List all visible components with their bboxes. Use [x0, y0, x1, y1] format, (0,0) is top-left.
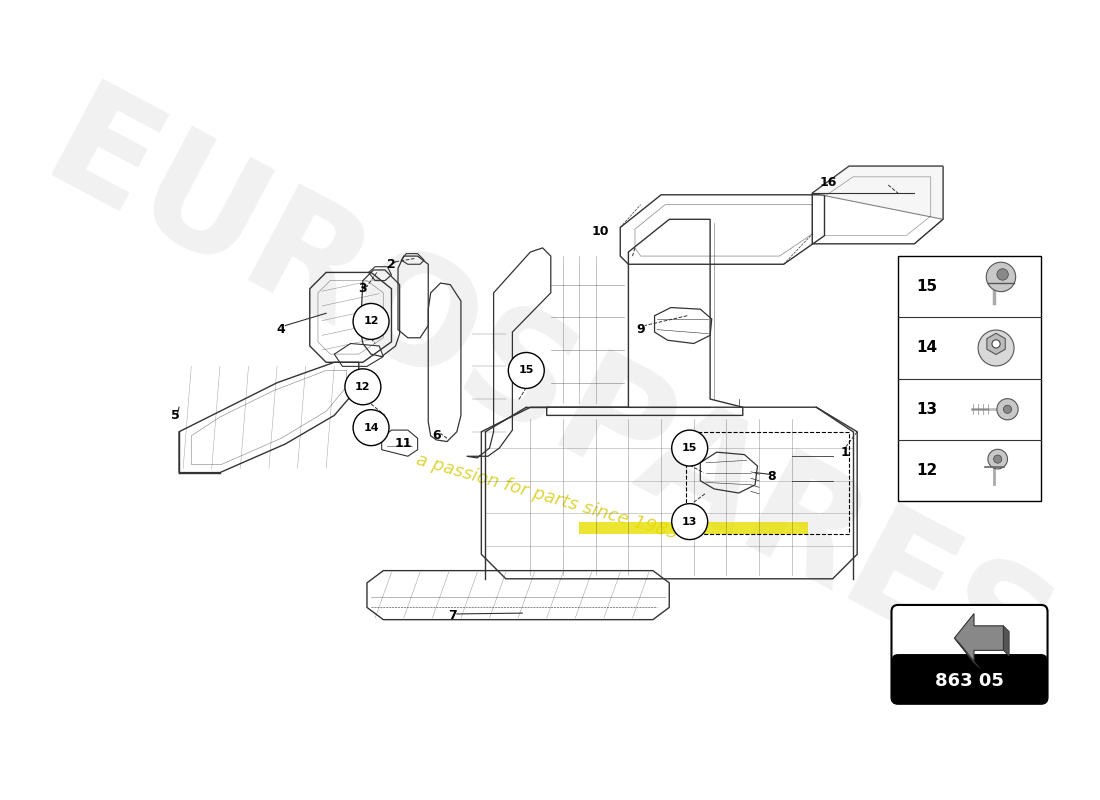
- Text: 3: 3: [359, 282, 367, 295]
- Bar: [898, 665, 1041, 698]
- Polygon shape: [812, 166, 943, 219]
- Circle shape: [997, 269, 1009, 280]
- Text: 12: 12: [355, 382, 371, 392]
- Circle shape: [353, 410, 389, 446]
- Text: 13: 13: [916, 402, 937, 417]
- Circle shape: [672, 504, 707, 539]
- Polygon shape: [987, 334, 1005, 354]
- Text: 863 05: 863 05: [935, 672, 1004, 690]
- Circle shape: [508, 353, 544, 389]
- Polygon shape: [955, 638, 980, 668]
- Text: 8: 8: [767, 470, 775, 483]
- Circle shape: [988, 450, 1008, 469]
- Polygon shape: [1003, 626, 1009, 656]
- Text: 11: 11: [395, 438, 412, 450]
- Text: 14: 14: [363, 422, 378, 433]
- Polygon shape: [955, 614, 1003, 662]
- Bar: [685, 432, 849, 534]
- Circle shape: [993, 455, 1002, 463]
- FancyBboxPatch shape: [891, 605, 1047, 704]
- Text: 1: 1: [840, 446, 849, 458]
- Text: 7: 7: [449, 609, 458, 622]
- Text: 13: 13: [682, 517, 697, 526]
- Bar: [898, 256, 1041, 501]
- Circle shape: [672, 430, 707, 466]
- Text: 6: 6: [432, 430, 441, 442]
- Text: 9: 9: [637, 323, 645, 336]
- Text: 4: 4: [277, 323, 286, 336]
- Text: 15: 15: [682, 443, 697, 453]
- Text: 2: 2: [387, 258, 396, 270]
- Text: 12: 12: [916, 463, 937, 478]
- Text: a passion for parts since 1985: a passion for parts since 1985: [414, 451, 680, 543]
- Circle shape: [997, 398, 1019, 420]
- Circle shape: [345, 369, 381, 405]
- Circle shape: [987, 262, 1015, 292]
- Circle shape: [1003, 405, 1012, 414]
- Text: 14: 14: [916, 341, 937, 355]
- Circle shape: [992, 340, 1000, 348]
- FancyBboxPatch shape: [891, 654, 1047, 704]
- Circle shape: [978, 330, 1014, 366]
- Text: 5: 5: [170, 409, 179, 422]
- Bar: [580, 522, 808, 534]
- Text: 12: 12: [363, 317, 378, 326]
- Circle shape: [353, 303, 389, 339]
- Text: 16: 16: [820, 176, 837, 189]
- Text: EUROSPARES: EUROSPARES: [21, 74, 1072, 724]
- Text: 15: 15: [916, 279, 937, 294]
- Text: 10: 10: [591, 225, 608, 238]
- Text: 15: 15: [518, 366, 534, 375]
